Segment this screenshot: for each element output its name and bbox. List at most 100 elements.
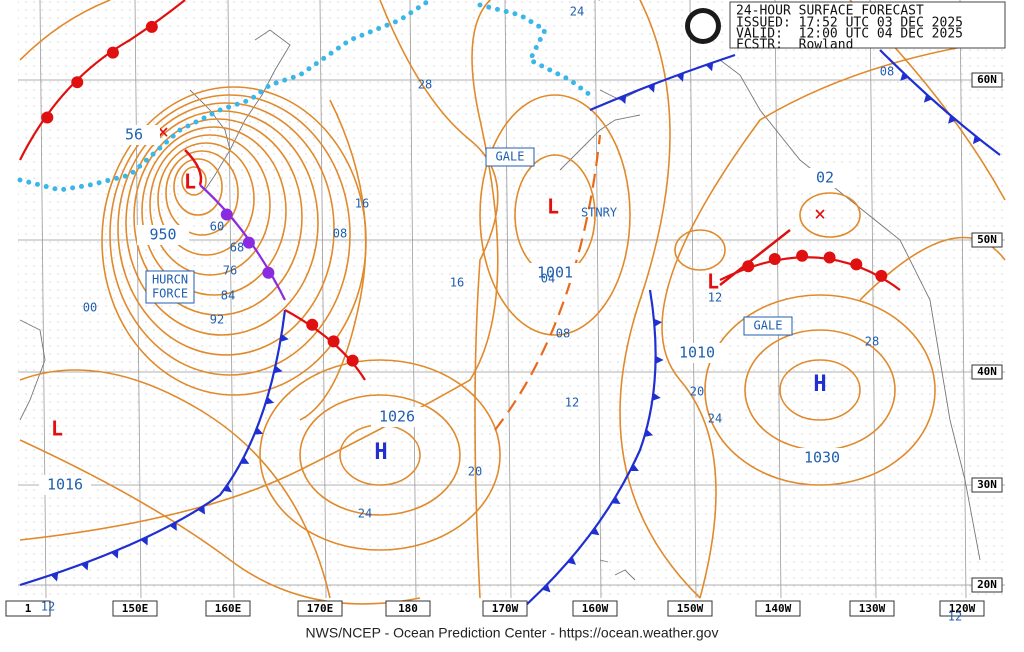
lon-label: 160E xyxy=(215,602,242,615)
cold-front-barb xyxy=(254,427,264,435)
warm-front-barb xyxy=(742,260,755,273)
isobar xyxy=(19,0,111,61)
cold-front-barb xyxy=(567,556,577,565)
center-pressure: 1026 xyxy=(379,408,415,426)
isobar xyxy=(259,359,501,551)
lon-label: 150W xyxy=(677,602,704,615)
cold-front-barb xyxy=(81,561,89,571)
isobar xyxy=(799,192,861,238)
center-pressure: 56 xyxy=(125,126,143,144)
warning-label: GALE xyxy=(496,150,525,164)
meridian xyxy=(39,0,47,599)
isobar xyxy=(619,0,701,599)
isobar-label: 60 xyxy=(210,220,224,234)
warm-front-barb xyxy=(768,252,781,265)
meridian xyxy=(134,0,142,599)
center-pressure-box xyxy=(671,343,723,363)
warm-front-barb xyxy=(220,208,233,221)
isobar-label: 24 xyxy=(358,507,372,521)
isobar xyxy=(661,39,1006,599)
lat-label-box xyxy=(971,477,1003,493)
isobar xyxy=(181,166,207,196)
lat-label: 40N xyxy=(977,365,997,378)
lat-label: 50N xyxy=(977,233,997,246)
isobar-label: 92 xyxy=(210,313,224,327)
meridian xyxy=(409,0,417,599)
low-marker: L xyxy=(184,170,196,194)
meridian xyxy=(594,0,602,599)
motion-arrow xyxy=(184,149,203,186)
warm-front-barb xyxy=(41,111,54,124)
center-pressure-box xyxy=(39,475,91,495)
center-pressure: 1030 xyxy=(804,449,840,467)
center-pressure: 1010 xyxy=(679,344,715,362)
center-pressure-box xyxy=(799,168,851,188)
cold-front-barb xyxy=(240,456,250,464)
lat-label-box xyxy=(971,232,1003,248)
cold-front-barb xyxy=(140,536,148,546)
isobar xyxy=(19,439,421,605)
ice-edge xyxy=(17,0,593,193)
isobar xyxy=(141,126,287,296)
isobar xyxy=(19,369,331,599)
isobar-label: 24 xyxy=(570,5,584,19)
x-marker: × xyxy=(814,202,826,226)
warm-front-barb xyxy=(875,269,888,282)
cold-front-barb xyxy=(273,365,283,374)
low-marker: L xyxy=(547,195,559,219)
high-pressure: H xyxy=(374,440,387,465)
isobar xyxy=(109,94,351,376)
isobar xyxy=(117,102,335,356)
cold-front-barb xyxy=(900,72,909,81)
isobar-label: 08 xyxy=(556,327,570,341)
lon-label: 170E xyxy=(307,602,334,615)
graticule xyxy=(18,0,1005,599)
meridian xyxy=(689,0,697,599)
center-pressure-box xyxy=(371,407,423,427)
front-line xyxy=(19,309,287,587)
isobar xyxy=(157,142,255,256)
low-marker: L xyxy=(51,417,63,441)
isobar-label: 16 xyxy=(450,276,464,290)
warm-front-barb xyxy=(262,266,275,279)
cold-front-barb xyxy=(611,496,621,504)
isobar-label: 00 xyxy=(83,301,97,315)
isobar xyxy=(19,0,600,541)
lon-label-box xyxy=(297,600,343,617)
front-line xyxy=(494,134,602,431)
isobar xyxy=(165,150,239,236)
meridian xyxy=(869,0,877,599)
warning-label: HURCN xyxy=(152,273,188,287)
noaa-logo-inner xyxy=(690,13,716,39)
lon-label-box xyxy=(572,600,618,617)
header-title: 24-HOUR SURFACE FORECAST xyxy=(736,4,924,19)
warm-front-barb xyxy=(242,236,255,249)
lat-label-box xyxy=(971,364,1003,380)
center-pressure: 950 xyxy=(149,226,176,244)
cold-front-barb xyxy=(972,135,982,145)
isobar xyxy=(149,134,271,276)
meridian xyxy=(227,0,235,599)
cold-front-barb xyxy=(923,94,933,103)
warm-front-barb xyxy=(106,46,119,59)
lon-label: 180 xyxy=(398,602,418,615)
center-pressure-box xyxy=(529,263,581,283)
lon-label: 140W xyxy=(765,602,792,615)
cold-front-barb xyxy=(50,572,59,582)
warning-label: GALE xyxy=(754,319,783,333)
warning-box xyxy=(743,316,793,336)
cold-front-barb xyxy=(280,333,289,342)
high-pressure: H xyxy=(813,372,826,397)
cold-front-barb xyxy=(542,583,551,593)
isobar-label: 08 xyxy=(333,227,347,241)
center-pressure-box xyxy=(108,125,160,145)
cold-front-barb xyxy=(618,95,627,104)
isobar xyxy=(479,94,631,336)
front-line xyxy=(514,289,657,616)
warm-front-barb xyxy=(327,335,340,348)
warm-front-barb xyxy=(145,20,158,33)
cold-front-barb xyxy=(590,527,600,536)
isobar-label: 08 xyxy=(880,65,894,79)
header-issued: ISSUED: 17:52 UTC 03 DEC 2025 xyxy=(736,16,963,31)
